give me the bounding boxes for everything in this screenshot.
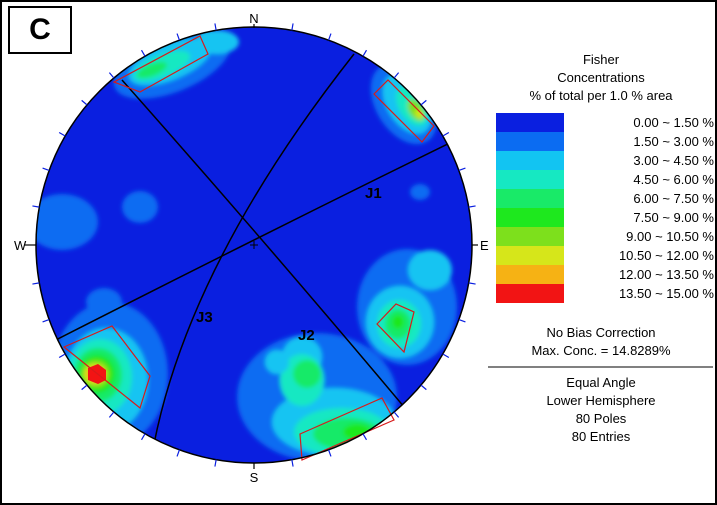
legend: Fisher Concentrations % of total per 1.0… [488,52,714,444]
legend-range-label: 6.00 ~ 7.50 % [633,191,714,206]
legend-title-line-2: Concentrations [557,70,645,85]
rim-tick [291,459,294,467]
legend-swatch [496,284,564,303]
legend-range-label: 13.50 ~ 15.00 % [619,286,714,301]
rim-tick [42,318,50,323]
rim-tick [393,72,400,79]
rim-tick [140,49,146,57]
panel-label: C [8,6,72,54]
legend-range-label: 7.50 ~ 9.00 % [633,210,714,225]
legend-range-label: 0.00 ~ 1.50 % [633,115,714,130]
set-label-j1: J1 [365,185,382,202]
legend-swatch [496,208,564,227]
window-sw [62,325,151,410]
rim-tick [214,23,217,31]
center-marker [250,241,258,249]
rim-tick [214,459,217,467]
window-e [376,303,415,354]
rim-tick [420,384,427,391]
legend-range-label: 9.00 ~ 10.50 % [626,229,714,244]
compass-south: S [250,470,259,485]
legend-title-line-1: Fisher [583,52,620,67]
legend-entries: 80 Entries [572,429,631,444]
set-label-j3: J3 [196,309,213,326]
plane-j3 [153,53,355,445]
legend-swatch [496,151,564,170]
rim-tick [362,49,368,57]
window-ne [373,79,435,143]
legend-max-conc: Max. Conc. = 14.8289% [531,343,671,358]
legend-swatch [496,189,564,208]
rim-tick [362,433,368,441]
rim-tick [32,205,40,208]
legend-swatch [496,132,564,151]
plane-j1 [41,131,472,348]
rim-tick [176,33,181,41]
compass-east: E [480,238,489,253]
legend-poles: 80 Poles [576,411,627,426]
legend-range-label: 4.50 ~ 6.00 % [633,172,714,187]
rim-tick [81,384,88,391]
rim-tick [291,23,294,31]
rim-tick [393,411,400,418]
rim-tick [468,282,476,285]
contour-cluster-w [36,194,98,250]
rim-tick [327,33,332,41]
rim-tick [442,353,450,359]
rim-tick [468,205,476,208]
rim-tick [442,131,450,137]
legend-range-label: 10.50 ~ 12.00 % [619,248,714,263]
legend-range-label: 1.50 ~ 3.00 % [633,134,714,149]
rim-tick [32,282,40,285]
legend-swatch [496,246,564,265]
rim-tick [420,99,427,106]
rim-tick [81,99,88,106]
legend-swatch [496,265,564,284]
rim-tick [458,167,466,172]
plane-j2 [121,79,411,415]
compass-west: W [14,238,27,253]
rim-tick [108,411,115,418]
window-nnw [112,35,209,93]
rim-ticks [32,23,476,467]
rim-tick [327,449,332,457]
cluster-windows [62,35,435,461]
rim-tick [140,433,146,441]
legend-range-label: 3.00 ~ 4.50 % [633,153,714,168]
legend-range-label: 12.00 ~ 13.50 % [619,267,714,282]
legend-bias: No Bias Correction [546,325,655,340]
rim-tick [176,449,181,457]
legend-swatch [496,170,564,189]
legend-swatch [496,227,564,246]
rim-tick [58,131,66,137]
legend-title-line-3: % of total per 1.0 % area [529,88,673,103]
window-s [299,397,395,461]
set-label-j2: J2 [298,327,315,344]
rim-tick [458,318,466,323]
great-circles [41,53,472,445]
legend-hemisphere: Lower Hemisphere [546,393,655,408]
rim-tick [108,72,115,79]
rim-tick [42,167,50,172]
compass-north: N [249,11,258,26]
rim-tick [58,353,66,359]
legend-swatch [496,113,564,132]
legend-projection: Equal Angle [566,375,635,390]
